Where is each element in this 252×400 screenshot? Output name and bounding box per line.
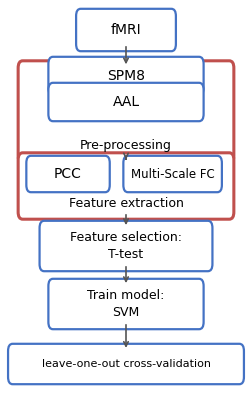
Text: leave-one-out cross-validation: leave-one-out cross-validation <box>42 359 210 369</box>
Text: PCC: PCC <box>54 167 82 181</box>
FancyBboxPatch shape <box>18 153 234 219</box>
Text: Pre-processing: Pre-processing <box>80 140 172 152</box>
FancyBboxPatch shape <box>48 83 204 121</box>
FancyBboxPatch shape <box>123 156 222 192</box>
Text: SPM8: SPM8 <box>107 69 145 83</box>
FancyBboxPatch shape <box>48 57 204 95</box>
FancyBboxPatch shape <box>76 9 176 51</box>
Text: Feature extraction: Feature extraction <box>69 198 183 210</box>
FancyBboxPatch shape <box>48 279 204 329</box>
Text: fMRI: fMRI <box>111 23 141 37</box>
Text: Feature selection:
T-test: Feature selection: T-test <box>70 231 182 261</box>
Text: AAL: AAL <box>112 95 140 109</box>
Text: Multi-Scale FC: Multi-Scale FC <box>131 168 214 180</box>
FancyBboxPatch shape <box>8 344 244 384</box>
FancyBboxPatch shape <box>26 156 110 192</box>
Text: Train model:
SVM: Train model: SVM <box>87 289 165 319</box>
FancyBboxPatch shape <box>18 61 234 163</box>
FancyBboxPatch shape <box>40 221 212 271</box>
